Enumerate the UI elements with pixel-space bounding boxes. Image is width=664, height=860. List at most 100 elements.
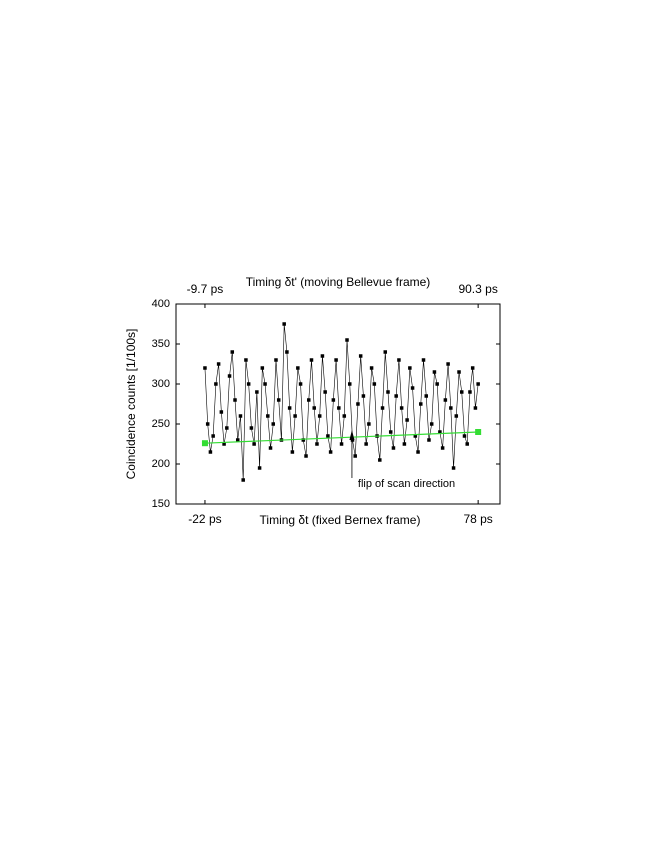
- data-point: [323, 390, 327, 394]
- data-point: [421, 358, 426, 362]
- data-point: [353, 454, 357, 458]
- data-point: [419, 402, 423, 406]
- data-point: [372, 382, 377, 386]
- data-point: [241, 478, 245, 482]
- x2-tick-label: -9.7 ps: [187, 282, 224, 296]
- data-point: [399, 406, 404, 410]
- data-point: [367, 422, 371, 426]
- data-point: [388, 430, 393, 434]
- data-point: [238, 414, 243, 418]
- data-point: [203, 366, 207, 370]
- data-point: [361, 394, 366, 398]
- data-point: [276, 398, 281, 402]
- data-point: [246, 382, 251, 386]
- data-point: [435, 382, 439, 386]
- data-point: [211, 434, 215, 438]
- data-point: [386, 390, 390, 394]
- data-point: [255, 390, 259, 394]
- data-point: [475, 429, 482, 435]
- data-point: [287, 406, 292, 410]
- data-point: [208, 450, 213, 454]
- data-point: [446, 362, 450, 366]
- data-point: [416, 450, 420, 454]
- data-point: [233, 398, 237, 402]
- data-point: [219, 410, 224, 414]
- data-point: [309, 358, 314, 362]
- data-point: [230, 350, 235, 354]
- data-point: [326, 434, 330, 438]
- data-point: [468, 390, 472, 394]
- annotation-arrowhead: [349, 430, 355, 440]
- data-point: [263, 382, 267, 386]
- data-point: [432, 370, 437, 374]
- data-point: [410, 386, 415, 390]
- data-point: [427, 438, 431, 442]
- data-point: [334, 358, 338, 362]
- annotation: flip of scan direction: [358, 478, 455, 490]
- data-point: [216, 362, 221, 366]
- data-point: [274, 358, 278, 362]
- data-point: [438, 430, 442, 434]
- data-point: [408, 366, 412, 370]
- data-point: [266, 414, 270, 418]
- data-point: [225, 426, 229, 430]
- data-point: [443, 398, 448, 402]
- data-point: [227, 374, 232, 378]
- data-point: [342, 414, 347, 418]
- data-point: [328, 450, 333, 454]
- data-point: [364, 442, 368, 446]
- data-point: [378, 458, 382, 462]
- data-point: [397, 358, 401, 362]
- data-point: [402, 442, 407, 446]
- data-point: [260, 366, 265, 370]
- data-point: [394, 394, 398, 398]
- data-point: [429, 422, 434, 426]
- data-point: [304, 454, 308, 458]
- data-point: [320, 354, 325, 358]
- data-point: [476, 382, 480, 386]
- data-point: [298, 382, 303, 386]
- chart-title: Timing δt' (moving Bellevue frame): [246, 275, 431, 289]
- data-point: [249, 426, 254, 430]
- x-tick-label: -22 ps: [188, 512, 221, 526]
- data-point: [271, 422, 276, 426]
- data-point: [383, 350, 388, 354]
- data-point: [293, 414, 297, 418]
- data-point: [307, 398, 311, 402]
- data-point: [405, 418, 409, 422]
- data-point: [268, 446, 273, 450]
- data-point: [470, 366, 475, 370]
- data-point: [460, 390, 464, 394]
- x-tick-label: 78 ps: [463, 512, 492, 526]
- data-point: [252, 442, 256, 446]
- data-point: [257, 466, 262, 470]
- data-point: [296, 366, 300, 370]
- data-point: [315, 442, 319, 446]
- y-axis-label: Coincidence counts [1/100s]: [124, 329, 138, 480]
- data-point: [465, 442, 469, 446]
- data-point: [391, 446, 396, 450]
- data-point: [222, 442, 226, 446]
- y-tick-label: 200: [152, 458, 170, 470]
- data-point: [235, 438, 240, 442]
- y-tick-label: 350: [152, 338, 170, 350]
- data-point: [462, 434, 467, 438]
- data-point: [424, 394, 428, 398]
- data-point: [244, 358, 248, 362]
- plot-frame: [175, 303, 501, 505]
- data-point: [337, 406, 341, 410]
- x2-tick-label: 90.3 ps: [458, 282, 497, 296]
- data-point: [285, 350, 289, 354]
- data-point: [473, 406, 478, 410]
- data-point: [312, 406, 316, 410]
- data-point: [449, 406, 453, 410]
- data-point: [380, 406, 385, 410]
- data-point: [451, 466, 456, 470]
- data-point: [440, 446, 445, 450]
- data-point: [282, 322, 286, 326]
- data-point: [454, 414, 459, 418]
- data-point: [290, 450, 295, 454]
- data-point: [339, 442, 344, 446]
